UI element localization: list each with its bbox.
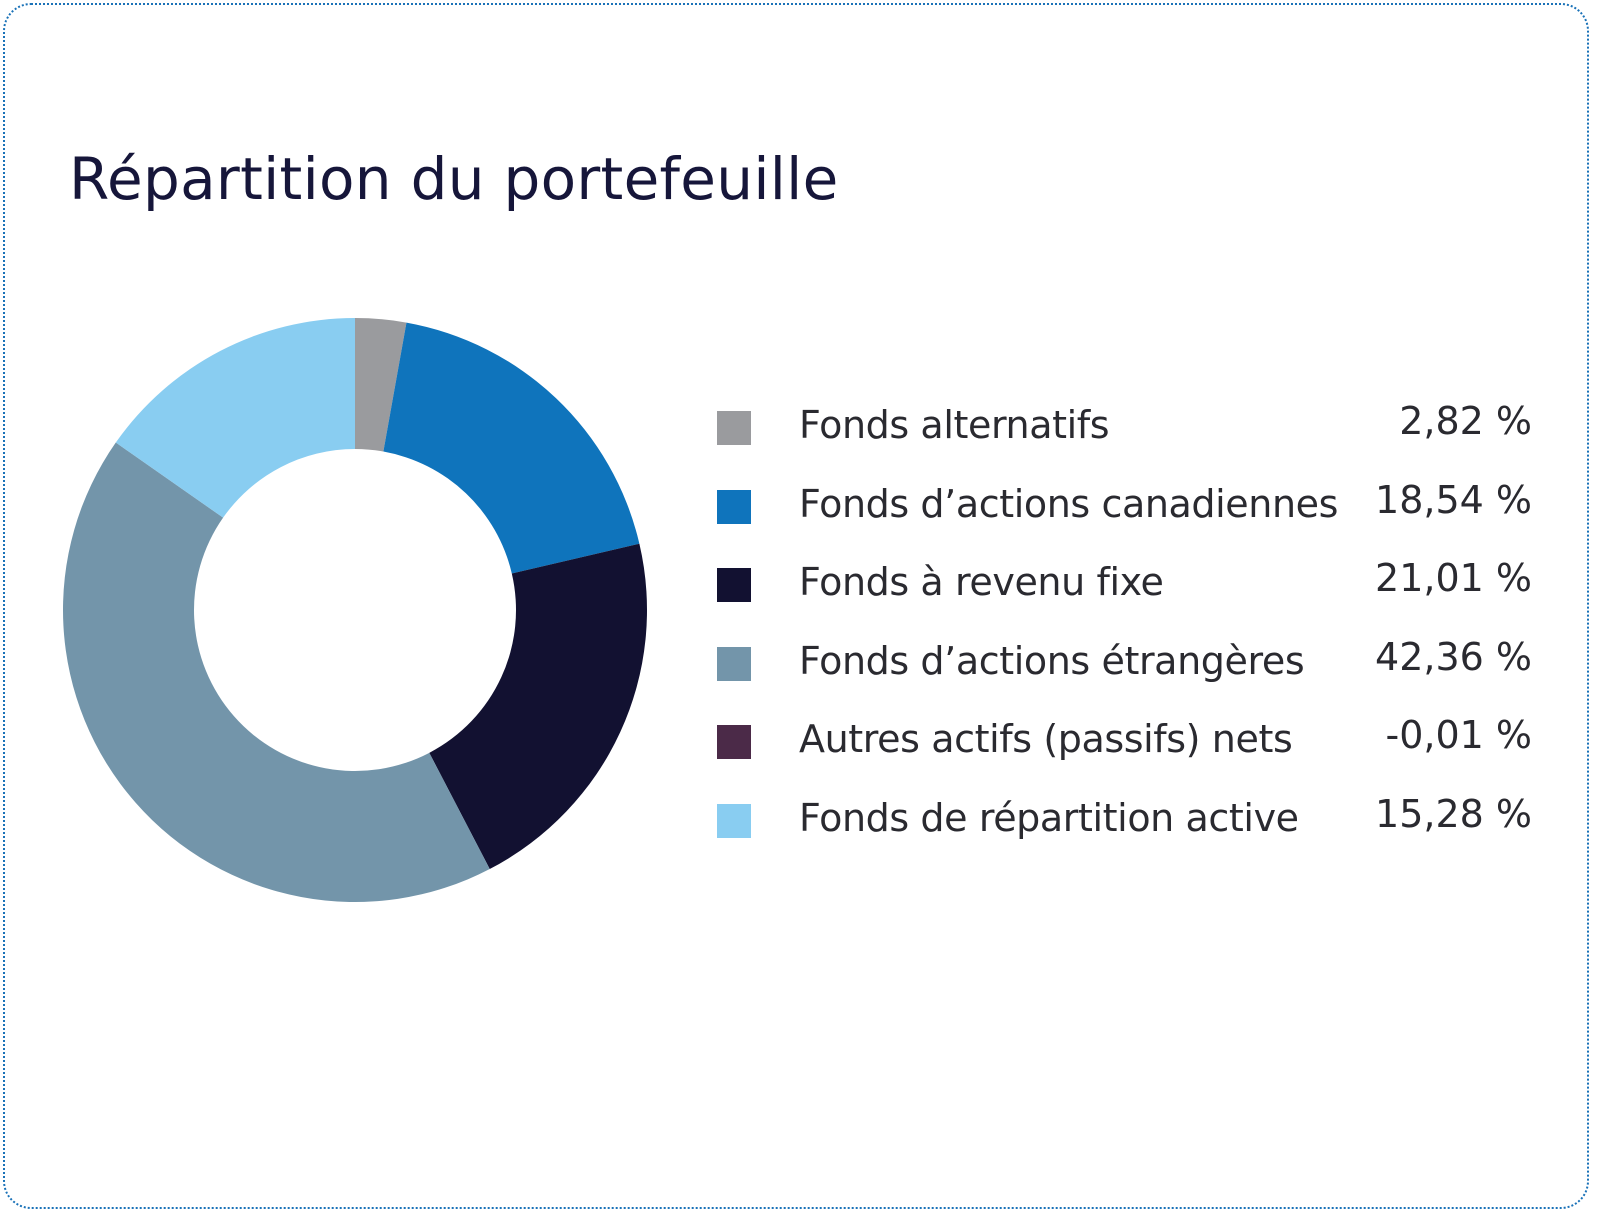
- legend-swatch: [717, 803, 751, 838]
- legend-label: Fonds alternatifs: [799, 403, 1110, 447]
- donut-slice-1: [383, 322, 640, 574]
- legend-swatch: [717, 411, 751, 445]
- legend-value: 42,36 %: [1375, 634, 1532, 679]
- legend-swatch: [717, 646, 751, 681]
- legend-value: 2,82 %: [1399, 399, 1532, 443]
- legend: Fonds alternatifs 2,82 % Fonds d’actions…: [717, 399, 1532, 870]
- legend-value: 15,28 %: [1375, 791, 1532, 836]
- donut-slice-5: [115, 318, 355, 518]
- donut-slice-2: [429, 543, 648, 870]
- chart-card: Répartition du portefeuille Fonds altern…: [3, 3, 1589, 1209]
- donut-slice-3: [63, 442, 490, 902]
- legend-item-fonds-repartition-active: Fonds de répartition active 15,28 %: [717, 792, 1532, 871]
- legend-value: -0,01 %: [1385, 713, 1532, 757]
- legend-item-fonds-actions-etrangeres: Fonds d’actions étrangères 42,36 %: [717, 635, 1532, 714]
- donut-slices: [63, 318, 648, 902]
- legend-item-fonds-revenu-fixe: Fonds à revenu fixe 21,01 %: [717, 556, 1532, 635]
- legend-label: Fonds de répartition active: [799, 795, 1299, 840]
- chart-title: Répartition du portefeuille: [69, 145, 839, 213]
- donut-chart: [63, 318, 648, 902]
- legend-label: Fonds d’actions canadiennes: [799, 481, 1339, 526]
- legend-swatch: [717, 568, 751, 602]
- legend-item-autres-actifs: Autres actifs (passifs) nets -0,01 %: [717, 713, 1532, 792]
- legend-label: Fonds d’actions étrangères: [799, 638, 1305, 683]
- donut-slice-0: [355, 318, 407, 452]
- legend-value: 21,01 %: [1375, 556, 1532, 600]
- legend-swatch: [717, 725, 751, 759]
- legend-label: Autres actifs (passifs) nets: [799, 717, 1293, 761]
- legend-swatch: [717, 489, 751, 524]
- legend-value: 18,54 %: [1375, 477, 1532, 522]
- legend-item-fonds-actions-canadiennes: Fonds d’actions canadiennes 18,54 %: [717, 478, 1532, 557]
- legend-item-fonds-alternatifs: Fonds alternatifs 2,82 %: [717, 399, 1532, 478]
- legend-label: Fonds à revenu fixe: [799, 560, 1164, 604]
